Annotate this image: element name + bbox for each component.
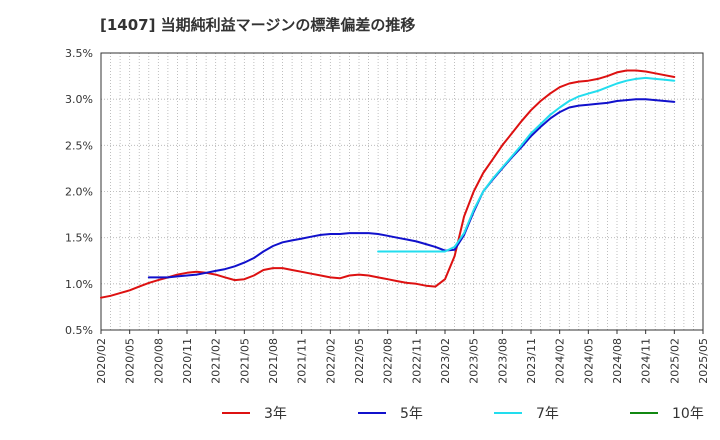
x-tick-label: 2021/11	[296, 338, 309, 384]
y-tick-label: 1.5%	[65, 232, 93, 245]
axis-layer: 0.5% 1.0% 1.5% 2.0% 2.5% 3.0% 3.5% 2020/02 2020/…	[65, 47, 710, 384]
x-tick-label: 2024/11	[640, 338, 653, 384]
x-tick-label: 2023/11	[525, 338, 538, 384]
x-tick-label: 2024/05	[582, 338, 595, 384]
y-tick-label: 3.0%	[65, 93, 93, 106]
y-tick-label: 0.5%	[65, 324, 93, 337]
legend-label: 7年	[536, 406, 559, 422]
x-tick-label: 2020/08	[152, 338, 165, 384]
series-line-5年	[147, 98, 676, 279]
x-tick-label: 2025/02	[668, 338, 681, 384]
series-line-7年	[377, 76, 676, 253]
y-tick-label: 2.0%	[65, 186, 93, 199]
legend-label: 5年	[400, 406, 423, 422]
y-tick-label: 2.5%	[65, 139, 93, 152]
legend-layer: 3年 5年 7年 10年	[222, 406, 704, 422]
x-tick-label: 2021/08	[267, 338, 280, 384]
x-tick-label: 2022/05	[353, 338, 366, 384]
x-tick-label: 2025/05	[697, 338, 710, 384]
x-tick-label: 2021/02	[210, 338, 223, 384]
y-tick-label: 1.0%	[65, 278, 93, 291]
series-line-3年	[100, 69, 676, 299]
x-tick-label: 2020/02	[95, 338, 108, 384]
series-layer	[100, 69, 676, 299]
y-tick-label: 3.5%	[65, 47, 93, 60]
x-tick-label: 2023/02	[439, 338, 452, 384]
chart-title: [1407] 当期純利益マージンの標準偏差の推移	[100, 16, 416, 34]
grid-layer	[100, 52, 704, 331]
x-tick-label: 2020/05	[124, 338, 137, 384]
x-tick-label: 2024/02	[554, 338, 567, 384]
x-tick-label: 2021/05	[238, 338, 251, 384]
x-tick-label: 2023/08	[496, 338, 509, 384]
x-tick-label: 2023/05	[468, 338, 481, 384]
x-tick-label: 2020/11	[181, 338, 194, 384]
x-tick-label: 2022/02	[324, 338, 337, 384]
x-tick-label: 2024/08	[611, 338, 624, 384]
legend-label: 10年	[672, 406, 704, 422]
x-tick-label: 2022/08	[382, 338, 395, 384]
x-tick-label: 2022/11	[410, 338, 423, 384]
plot-frame	[100, 52, 704, 331]
legend-label: 3年	[264, 406, 287, 422]
